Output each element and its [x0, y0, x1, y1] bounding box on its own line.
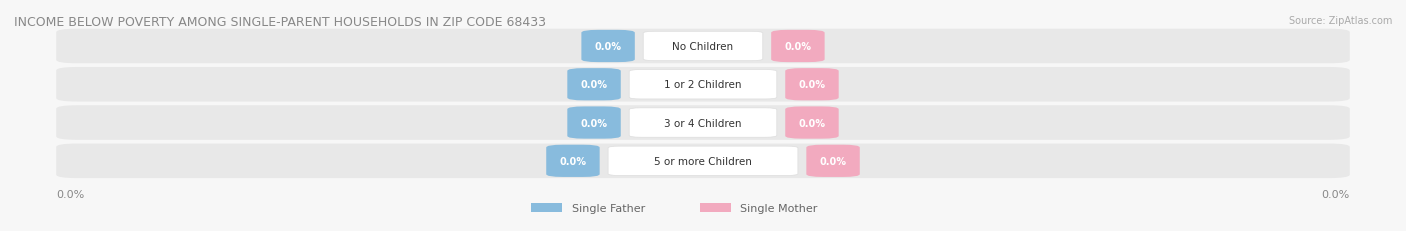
FancyBboxPatch shape	[609, 146, 799, 176]
Text: 0.0%: 0.0%	[581, 118, 607, 128]
Text: 3 or 4 Children: 3 or 4 Children	[664, 118, 742, 128]
Text: 0.0%: 0.0%	[799, 80, 825, 90]
Text: 0.0%: 0.0%	[785, 42, 811, 52]
Text: 0.0%: 0.0%	[56, 189, 84, 199]
Text: 5 or more Children: 5 or more Children	[654, 156, 752, 166]
FancyBboxPatch shape	[56, 106, 1350, 140]
FancyBboxPatch shape	[568, 107, 621, 139]
FancyBboxPatch shape	[785, 69, 839, 101]
FancyBboxPatch shape	[785, 107, 839, 139]
FancyBboxPatch shape	[630, 70, 776, 100]
Text: Single Mother: Single Mother	[741, 203, 818, 213]
FancyBboxPatch shape	[630, 108, 776, 138]
FancyBboxPatch shape	[531, 203, 562, 213]
FancyBboxPatch shape	[582, 31, 636, 63]
FancyBboxPatch shape	[546, 145, 599, 177]
FancyBboxPatch shape	[56, 30, 1350, 64]
FancyBboxPatch shape	[56, 144, 1350, 178]
Text: 0.0%: 0.0%	[595, 42, 621, 52]
Text: No Children: No Children	[672, 42, 734, 52]
FancyBboxPatch shape	[56, 68, 1350, 102]
Text: 0.0%: 0.0%	[1322, 189, 1350, 199]
Text: 0.0%: 0.0%	[581, 80, 607, 90]
FancyBboxPatch shape	[644, 32, 762, 61]
Text: 0.0%: 0.0%	[820, 156, 846, 166]
FancyBboxPatch shape	[772, 31, 824, 63]
Text: Source: ZipAtlas.com: Source: ZipAtlas.com	[1288, 16, 1392, 26]
FancyBboxPatch shape	[807, 145, 860, 177]
Text: 0.0%: 0.0%	[560, 156, 586, 166]
FancyBboxPatch shape	[568, 69, 621, 101]
Text: Single Father: Single Father	[572, 203, 645, 213]
FancyBboxPatch shape	[700, 203, 731, 213]
Text: 0.0%: 0.0%	[799, 118, 825, 128]
Text: INCOME BELOW POVERTY AMONG SINGLE-PARENT HOUSEHOLDS IN ZIP CODE 68433: INCOME BELOW POVERTY AMONG SINGLE-PARENT…	[14, 16, 546, 29]
Text: 1 or 2 Children: 1 or 2 Children	[664, 80, 742, 90]
